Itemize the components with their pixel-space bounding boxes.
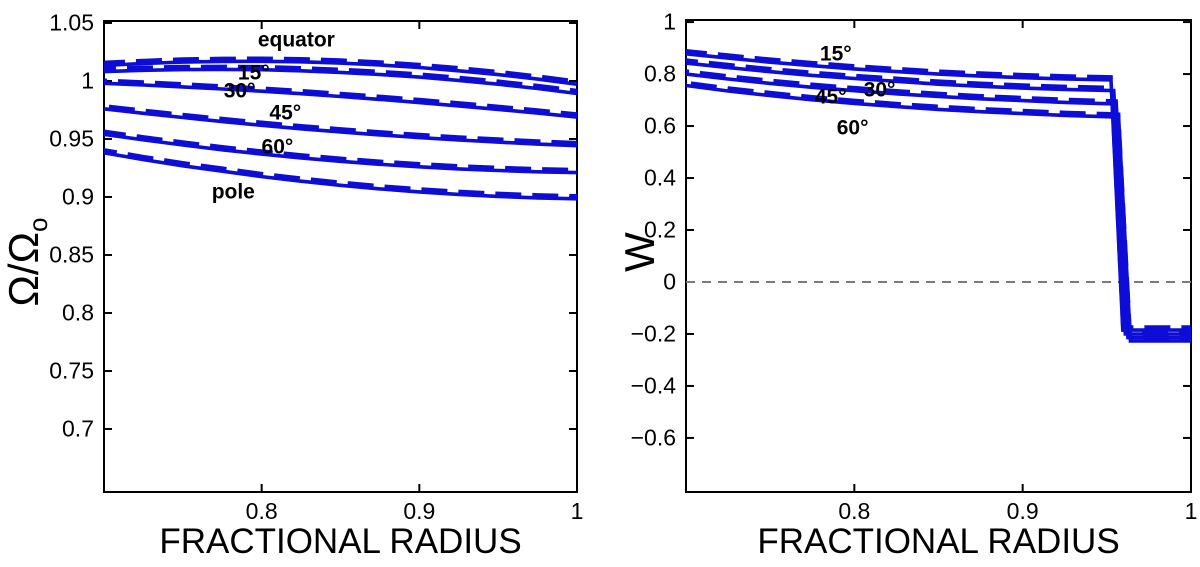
series-30deg-dashed bbox=[103, 78, 578, 116]
x-tick-label: 0.9 bbox=[403, 498, 436, 524]
series-45deg-dashed bbox=[103, 104, 578, 145]
series-45deg-solid bbox=[103, 107, 578, 148]
series-15deg-dashed bbox=[685, 49, 1191, 329]
series-30deg-solid bbox=[685, 61, 1191, 336]
x-tick-label: 0.8 bbox=[245, 498, 278, 524]
y-tick-label: −0.6 bbox=[630, 424, 676, 451]
x-axis-label-left: FRACTIONAL RADIUS bbox=[159, 522, 522, 561]
curve-label-60deg: 60° bbox=[261, 135, 294, 159]
y-tick-label: 1 bbox=[663, 8, 676, 35]
series-30deg-dashed bbox=[685, 58, 1191, 333]
y-tick-label: 1.05 bbox=[49, 9, 94, 36]
series-45deg-dashed bbox=[685, 69, 1191, 337]
curve-label-equator: equator bbox=[257, 28, 335, 52]
y-tick-label: 0.2 bbox=[644, 216, 676, 243]
curve-label-60deg: 60° bbox=[836, 116, 869, 140]
series-45deg-solid bbox=[685, 72, 1191, 340]
y-tick-label: 0.8 bbox=[644, 60, 676, 87]
series-15deg-dashed bbox=[103, 64, 578, 93]
series-equator-solid bbox=[103, 59, 578, 86]
y-tick-label: 0.7 bbox=[62, 415, 94, 442]
series-15deg-solid bbox=[103, 67, 578, 96]
curve-label-pole: pole bbox=[211, 180, 255, 204]
curve-label-45deg: 45° bbox=[269, 101, 302, 125]
curve-label-30deg: 30° bbox=[863, 78, 896, 102]
y-axis-label-omega-main: Ω/Ω bbox=[0, 232, 47, 307]
y-tick-label: 0.75 bbox=[49, 357, 94, 384]
y-tick-label: 0.85 bbox=[49, 241, 94, 268]
y-axis-label-omega-sub: o bbox=[23, 217, 54, 232]
y-tick-label: −0.4 bbox=[630, 372, 676, 399]
y-tick-label: −0.2 bbox=[630, 320, 676, 347]
series-60deg-dashed bbox=[103, 129, 578, 172]
x-tick-label: 0.8 bbox=[838, 498, 871, 524]
series-pole-solid bbox=[103, 151, 578, 201]
x-tick-label: 1 bbox=[570, 498, 584, 524]
series-30deg-solid bbox=[103, 81, 578, 119]
y-tick-label: 0.8 bbox=[62, 299, 94, 326]
curve-label-30deg: 30° bbox=[223, 79, 256, 103]
x-tick-label: 1 bbox=[1184, 498, 1198, 524]
y-tick-label: 0.6 bbox=[644, 112, 676, 139]
series-60deg-solid bbox=[685, 83, 1191, 343]
y-tick-label: 0.9 bbox=[62, 183, 94, 210]
series-pole-dashed bbox=[103, 148, 578, 198]
series-equator-dashed bbox=[103, 56, 578, 83]
series-60deg-solid bbox=[103, 132, 578, 175]
axes-box bbox=[685, 19, 1192, 493]
y-tick-label: 0.95 bbox=[49, 125, 94, 152]
series-60deg-dashed bbox=[685, 80, 1191, 340]
x-tick-label: 0.9 bbox=[1006, 498, 1039, 524]
curve-label-45deg: 45° bbox=[814, 85, 847, 109]
y-tick-label: 0 bbox=[663, 268, 676, 295]
y-tick-label: 1 bbox=[81, 67, 94, 94]
series-15deg-solid bbox=[685, 52, 1191, 332]
x-axis-label-right: FRACTIONAL RADIUS bbox=[757, 522, 1120, 561]
y-axis-label-omega: Ω/Ωo bbox=[0, 217, 54, 307]
curve-label-15deg: 15° bbox=[819, 42, 852, 66]
y-tick-label: 0.4 bbox=[644, 164, 676, 191]
axes-box bbox=[103, 20, 578, 493]
